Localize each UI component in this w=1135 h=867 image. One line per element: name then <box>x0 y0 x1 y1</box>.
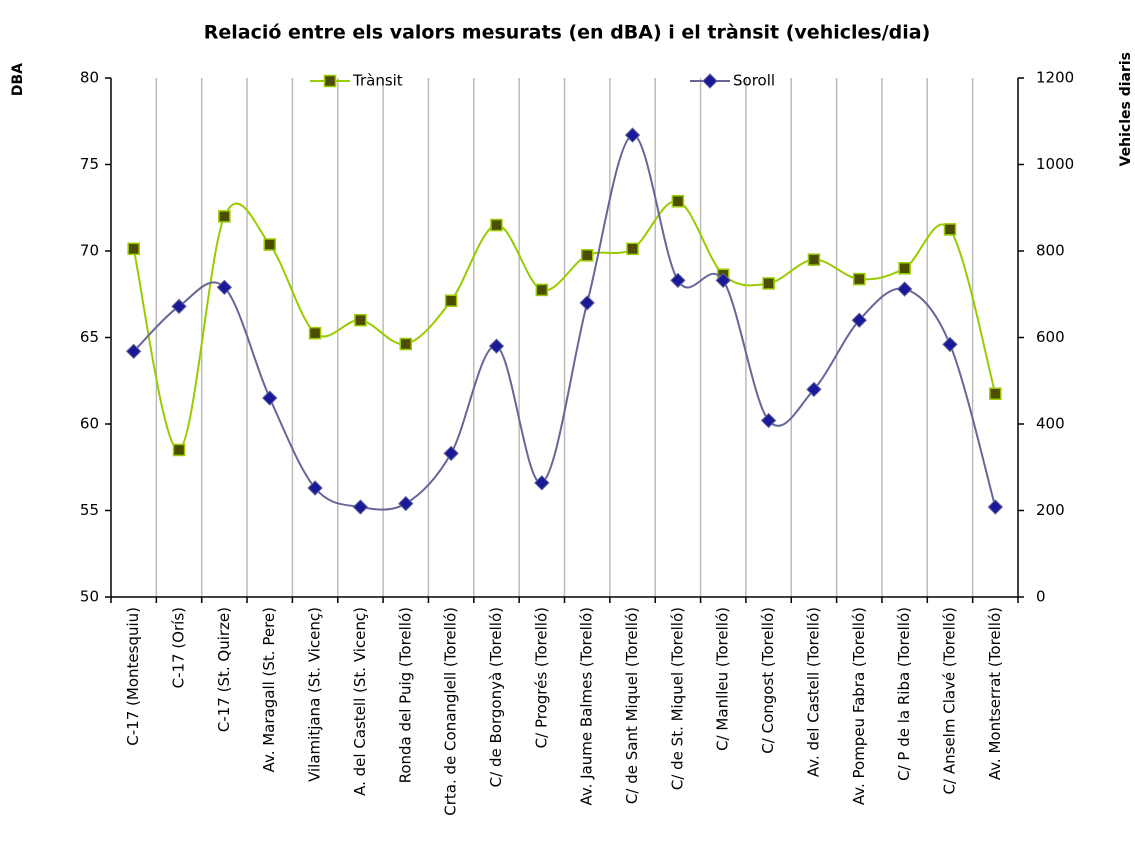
marker <box>172 443 186 457</box>
x-tick-label: C/ de Borgonyà (Torelló) <box>487 607 505 787</box>
marker <box>943 223 957 236</box>
y-tick-label: 60 <box>80 415 99 433</box>
x-tick-label: C-17 (Orís) <box>170 607 188 688</box>
x-tick-label: C-17 (St. Quirze) <box>215 607 233 732</box>
marker <box>444 294 458 307</box>
y-tick-label: 80 <box>80 69 99 87</box>
marker <box>580 249 594 262</box>
y2-tick-label: 600 <box>1036 328 1065 346</box>
chart-title: Relació entre els valors mesurats (en dB… <box>204 22 931 44</box>
marker <box>534 475 550 491</box>
marker <box>398 495 414 512</box>
x-tick-label: Ronda del Puig (Torelló) <box>396 607 414 783</box>
y2-tick-label: 200 <box>1036 501 1065 519</box>
y2-tick-label: 400 <box>1036 415 1065 433</box>
marker <box>715 272 731 289</box>
legend-marker <box>702 73 718 89</box>
marker <box>125 343 142 360</box>
marker <box>989 387 1002 400</box>
x-tick-label: C/ de St. Miquel (Torelló) <box>668 607 686 790</box>
marker <box>535 283 549 297</box>
marker <box>851 312 867 328</box>
x-tick-label: C-17 (Montesquiu) <box>124 607 142 746</box>
marker <box>626 242 639 256</box>
y2-tick-label: 1000 <box>1036 155 1074 173</box>
x-tick-label: C/ Congost (Torelló) <box>759 607 777 754</box>
x-tick-label: Av. Pompeu Fabra (Torelló) <box>850 607 868 805</box>
x-tick-label: C/ Manlleu (Torelló) <box>714 607 732 751</box>
marker <box>807 253 821 266</box>
y2-axis-label: Vehicles diaris <box>1118 52 1134 166</box>
y-tick-label: 55 <box>80 501 99 519</box>
y-tick-label: 65 <box>80 328 99 346</box>
legend-marker <box>323 74 337 88</box>
x-tick-label: A. del Castell (St. Vicenç) <box>351 607 369 796</box>
marker <box>307 480 323 496</box>
legend-label: Soroll <box>733 72 775 90</box>
marker <box>308 326 322 340</box>
marker <box>671 195 685 208</box>
x-tick-label: Av. Maragall (St. Pere) <box>260 607 278 772</box>
x-tick-label: Crta. de Conanglell (Torelló) <box>442 607 460 816</box>
marker <box>352 499 369 515</box>
y-tick-label: 70 <box>80 242 99 260</box>
x-tick-label: Av. Jaume Balmes (Torelló) <box>578 607 596 806</box>
x-tick-label: Av. Montserrat (Torelló) <box>986 607 1004 780</box>
marker <box>806 381 822 398</box>
x-tick-label: Vilamitjana (St. Vicenç) <box>306 607 324 782</box>
x-tick-label: C/ Anselm Clavé (Torelló) <box>940 607 958 794</box>
y-tick-label: 50 <box>80 588 99 606</box>
marker <box>579 295 595 311</box>
y-axis-label: DBA <box>10 63 26 96</box>
marker <box>127 242 140 256</box>
marker <box>898 262 911 275</box>
marker <box>896 281 913 297</box>
marker <box>624 127 641 143</box>
marker <box>171 298 187 315</box>
x-tick-label: C/ P de la Riba (Torelló) <box>895 607 913 781</box>
marker <box>443 445 459 462</box>
marker <box>399 337 413 351</box>
series-line <box>132 134 997 511</box>
marker <box>354 313 367 327</box>
marker <box>760 412 777 429</box>
marker <box>488 338 505 354</box>
marker <box>490 218 503 232</box>
x-tick-label: C/ Progrés (Torelló) <box>532 607 550 748</box>
marker <box>670 272 686 289</box>
legend-label: Trànsit <box>352 72 403 90</box>
marker <box>262 390 278 406</box>
y2-tick-label: 1200 <box>1036 69 1074 87</box>
marker <box>942 336 958 353</box>
y2-tick-label: 800 <box>1036 242 1065 260</box>
x-tick-label: C/ de Sant Miquel (Torelló) <box>623 607 641 804</box>
marker <box>216 279 233 296</box>
x-tick-label: Av. del Castell (Torelló) <box>804 607 822 777</box>
y-tick-label: 75 <box>80 155 99 173</box>
marker <box>263 238 276 251</box>
marker <box>987 499 1004 515</box>
marker <box>762 277 775 290</box>
y2-tick-label: 0 <box>1036 588 1046 606</box>
marker <box>218 210 231 223</box>
marker <box>853 272 866 286</box>
